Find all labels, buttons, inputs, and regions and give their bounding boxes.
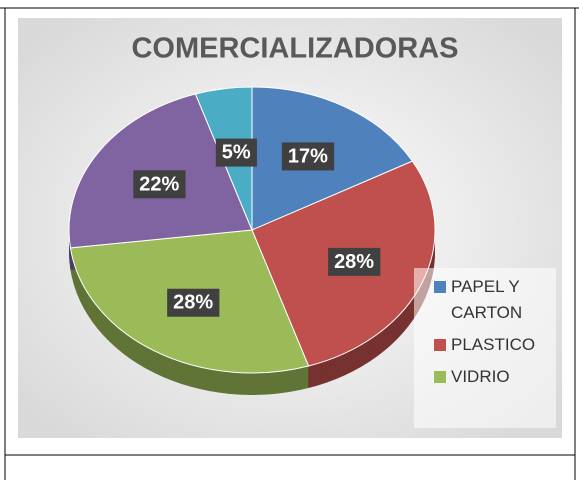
legend-item: PLASTICO [434,332,552,358]
legend: PAPEL Y CARTON PLASTICO VIDRIO [414,268,556,428]
data-label-text: 28% [173,292,213,314]
legend-swatch [434,371,446,383]
data-label-box [281,142,335,171]
legend-item: PAPEL Y CARTON [434,274,552,326]
data-label-text: 17% [288,145,328,167]
data-label-box [215,138,257,167]
data-label: 17% [281,142,335,171]
legend-label: VIDRIO [451,367,510,386]
legend-label: PAPEL Y CARTON [451,277,523,322]
data-label-text: 28% [334,251,374,273]
legend-swatch [434,281,446,293]
data-label-box [133,170,186,199]
data-label-text: 22% [139,173,179,195]
legend-label: PLASTICO [451,335,536,354]
legend-swatch [434,339,446,351]
chart-title: COMERCIALIZADORAS [131,33,458,65]
legend-item: VIDRIO [434,364,552,390]
data-label-text: 5% [222,142,251,164]
data-label-box [167,288,220,317]
data-label: 28% [167,288,220,317]
data-label: 5% [215,138,257,167]
data-label: 22% [133,170,186,199]
data-label-box [328,247,381,276]
data-label: 28% [328,247,381,276]
